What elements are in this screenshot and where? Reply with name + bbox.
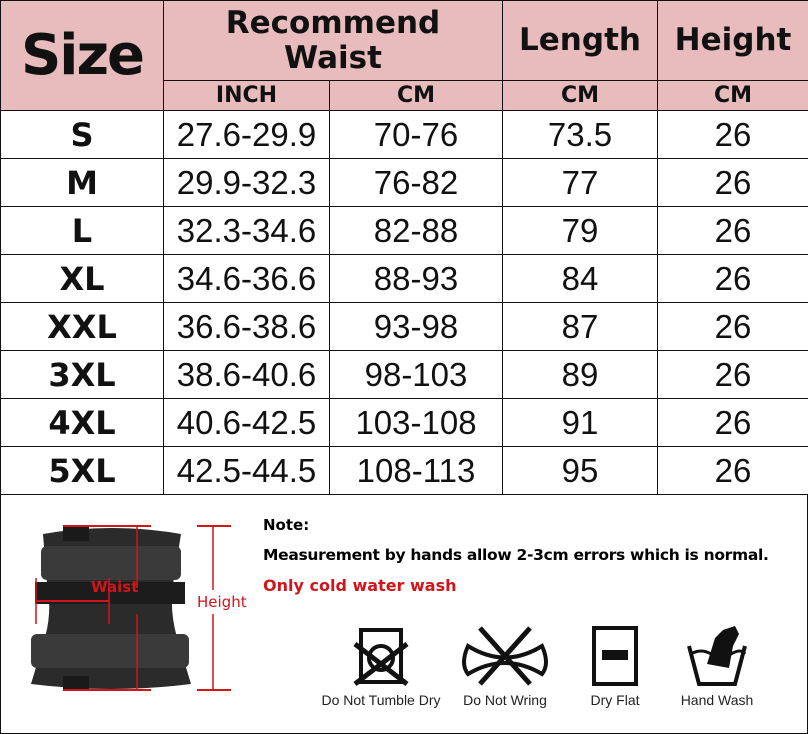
note-wash: Only cold water wash (263, 576, 457, 595)
info-panel: Waist Height Note: Measurement by hands … (0, 494, 808, 734)
height-label: Height (197, 593, 247, 611)
do-not-wring-icon (462, 626, 548, 686)
cell-height: 26 (657, 110, 808, 159)
cell-size: XXL (0, 302, 164, 351)
height-cm-subheader: CM (657, 80, 808, 111)
care-hand-wash: Hand Wash (669, 624, 765, 708)
cell-size: 4XL (0, 398, 164, 447)
table-row: 5XL 42.5-44.5 108-113 95 26 (0, 446, 808, 495)
care-do-not-wring: Do Not Wring (455, 624, 555, 708)
care-label: Hand Wash (680, 692, 754, 708)
care-label: Do Not Wring (463, 692, 547, 708)
cell-inch: 32.3-34.6 (163, 206, 330, 255)
table-row: XL 34.6-36.6 88-93 84 26 (0, 254, 808, 303)
waist-label: Waist (91, 578, 139, 596)
size-chart-table: Size Recommend Waist Length Height INCH … (0, 0, 808, 495)
cell-size: 3XL (0, 350, 164, 399)
cell-cm: 82-88 (329, 206, 503, 255)
do-not-tumble-dry-icon (353, 628, 409, 686)
cell-inch: 27.6-29.9 (163, 110, 330, 159)
cell-length: 73.5 (502, 110, 658, 159)
cell-cm: 98-103 (329, 350, 503, 399)
table-row: M 29.9-32.3 76-82 77 26 (0, 158, 808, 207)
cell-height: 26 (657, 254, 808, 303)
cell-inch: 38.6-40.6 (163, 350, 330, 399)
cell-size: S (0, 110, 164, 159)
cell-inch: 29.9-32.3 (163, 158, 330, 207)
waist-header: Recommend Waist (163, 0, 503, 81)
cell-size: M (0, 158, 164, 207)
cell-cm: 108-113 (329, 446, 503, 495)
size-header: Size (0, 0, 164, 111)
cell-length: 79 (502, 206, 658, 255)
hand-wash-icon (687, 626, 747, 686)
care-do-not-tumble-dry: Do Not Tumble Dry (313, 624, 449, 708)
dry-flat-icon (592, 626, 638, 686)
cell-inch: 42.5-44.5 (163, 446, 330, 495)
table-row: XXL 36.6-38.6 93-98 87 26 (0, 302, 808, 351)
cell-size: 5XL (0, 446, 164, 495)
note-measurement: Measurement by hands allow 2-3cm errors … (263, 546, 769, 564)
cell-inch: 40.6-42.5 (163, 398, 330, 447)
cell-length: 87 (502, 302, 658, 351)
cell-length: 91 (502, 398, 658, 447)
cell-cm: 70-76 (329, 110, 503, 159)
cell-cm: 88-93 (329, 254, 503, 303)
cell-height: 26 (657, 302, 808, 351)
cell-height: 26 (657, 446, 808, 495)
inch-subheader: INCH (163, 80, 330, 111)
cell-height: 26 (657, 350, 808, 399)
note-title: Note: (263, 516, 310, 534)
cell-height: 26 (657, 206, 808, 255)
cell-cm: 76-82 (329, 158, 503, 207)
cell-inch: 36.6-38.6 (163, 302, 330, 351)
cell-length: 95 (502, 446, 658, 495)
cell-height: 26 (657, 158, 808, 207)
cell-cm: 93-98 (329, 302, 503, 351)
cell-size: XL (0, 254, 164, 303)
height-header: Height (657, 0, 808, 81)
care-label: Do Not Tumble Dry (321, 692, 441, 708)
cell-length: 77 (502, 158, 658, 207)
length-header: Length (502, 0, 658, 81)
waist-trainer-image (31, 525, 231, 691)
length-cm-subheader: CM (502, 80, 658, 111)
cell-size: L (0, 206, 164, 255)
table-row: 3XL 38.6-40.6 98-103 89 26 (0, 350, 808, 399)
cell-length: 84 (502, 254, 658, 303)
cell-height: 26 (657, 398, 808, 447)
table-row: L 32.3-34.6 82-88 79 26 (0, 206, 808, 255)
table-row: 4XL 40.6-42.5 103-108 91 26 (0, 398, 808, 447)
cm-subheader: CM (329, 80, 503, 111)
cell-inch: 34.6-36.6 (163, 254, 330, 303)
care-dry-flat: Dry Flat (575, 624, 655, 708)
cell-cm: 103-108 (329, 398, 503, 447)
table-row: S 27.6-29.9 70-76 73.5 26 (0, 110, 808, 159)
care-label: Dry Flat (590, 692, 640, 708)
cell-length: 89 (502, 350, 658, 399)
